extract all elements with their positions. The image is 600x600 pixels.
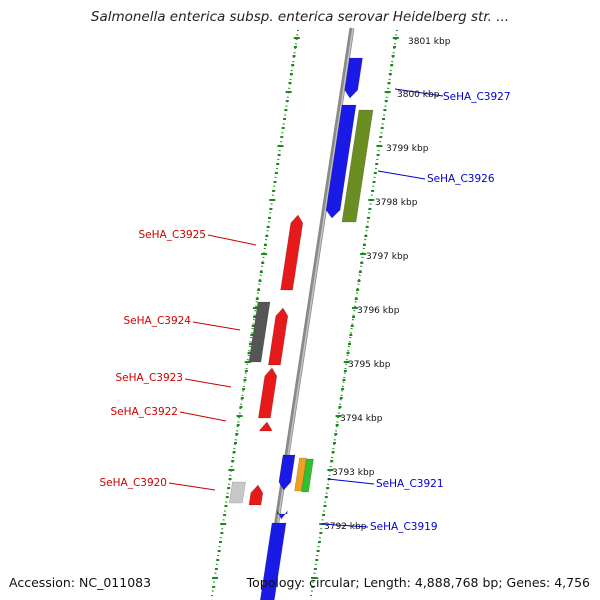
label-connector <box>192 321 241 331</box>
genome-backbone-highlight <box>265 27 354 600</box>
gene-feature-orange <box>294 457 307 492</box>
topology-info: Topology: circular; Length: 4,888,768 bp… <box>246 575 590 590</box>
label-connector <box>207 234 257 246</box>
kbp-label: 3801 kbp <box>408 37 451 47</box>
tick-marks <box>212 37 399 588</box>
gene-label-reverse[interactable]: SeHA_C3923 <box>115 372 183 384</box>
gene-label-reverse[interactable]: SeHA_C3922 <box>110 406 178 418</box>
label-connector <box>394 88 444 97</box>
kbp-label: 3793 kbp <box>332 468 375 478</box>
gene-label-reverse[interactable]: SeHA_C3924 <box>123 315 191 327</box>
gene-feature-red <box>259 421 273 432</box>
kbp-label: 3799 kbp <box>386 144 429 154</box>
gene-feature-red <box>268 307 289 366</box>
kbp-label: 3798 kbp <box>375 198 418 208</box>
gene-label-forward[interactable]: SeHA_C3921 <box>376 478 444 490</box>
label-connector <box>377 170 426 180</box>
gene-label-forward[interactable]: SeHA_C3926 <box>427 173 495 185</box>
gene-feature-blue <box>259 522 287 600</box>
gene-label-reverse[interactable]: SeHA_C3925 <box>138 229 206 241</box>
gene-feature-olive <box>341 109 374 223</box>
gene-feature-blue <box>325 104 357 219</box>
label-connector <box>321 523 369 528</box>
gene-feature-red <box>248 484 264 506</box>
gene-feature-darkgray <box>248 301 271 363</box>
gene-label-forward[interactable]: SeHA_C3919 <box>370 521 438 533</box>
label-connector <box>179 411 227 422</box>
kbp-label: 3796 kbp <box>357 306 400 316</box>
label-connector <box>168 482 216 491</box>
accession-label: Accession: NC_011083 <box>9 575 152 590</box>
gene-features <box>228 57 374 600</box>
inner-track-guide <box>310 29 398 597</box>
kbp-label: 3797 kbp <box>366 252 409 262</box>
kbp-label: 3794 kbp <box>340 414 383 424</box>
gene-feature-blue <box>344 57 363 99</box>
gene-feature-red <box>258 367 278 419</box>
gene-feature-lightgray <box>228 481 246 504</box>
kbp-label: 3800 kbp <box>397 90 440 100</box>
label-connector <box>184 378 232 388</box>
gene-label-reverse[interactable]: SeHA_C3920 <box>99 477 167 489</box>
gene-feature-green <box>301 458 314 493</box>
gene-feature-red <box>280 214 304 291</box>
gene-label-forward[interactable]: SeHA_C3927 <box>443 91 511 103</box>
genome-backbone <box>262 27 355 600</box>
label-connectors <box>168 88 444 528</box>
kbp-label: 3792 kbp <box>324 522 367 532</box>
gene-feature-blue <box>276 509 288 520</box>
map-title: Salmonella enterica subsp. enterica sero… <box>90 9 510 25</box>
kbp-label: 3795 kbp <box>348 360 391 370</box>
gene-feature-blue <box>278 454 296 491</box>
outer-track-guide <box>211 29 299 597</box>
label-connector <box>327 478 375 485</box>
